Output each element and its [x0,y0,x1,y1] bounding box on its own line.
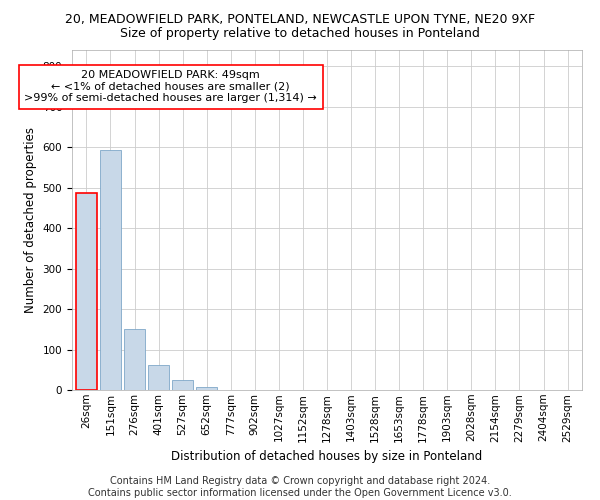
Text: 20 MEADOWFIELD PARK: 49sqm
← <1% of detached houses are smaller (2)
>99% of semi: 20 MEADOWFIELD PARK: 49sqm ← <1% of deta… [24,70,317,103]
Bar [196,387,217,390]
Bar [76,193,97,390]
Bar [148,365,169,390]
Y-axis label: Number of detached properties: Number of detached properties [24,127,37,313]
Text: Contains HM Land Registry data © Crown copyright and database right 2024.
Contai: Contains HM Land Registry data © Crown c… [88,476,512,498]
Bar [124,330,145,390]
X-axis label: Distribution of detached houses by size in Ponteland: Distribution of detached houses by size … [172,450,482,463]
Text: 20, MEADOWFIELD PARK, PONTELAND, NEWCASTLE UPON TYNE, NE20 9XF: 20, MEADOWFIELD PARK, PONTELAND, NEWCAST… [65,12,535,26]
Text: Size of property relative to detached houses in Ponteland: Size of property relative to detached ho… [120,28,480,40]
Bar [100,150,121,390]
Bar [172,380,193,390]
